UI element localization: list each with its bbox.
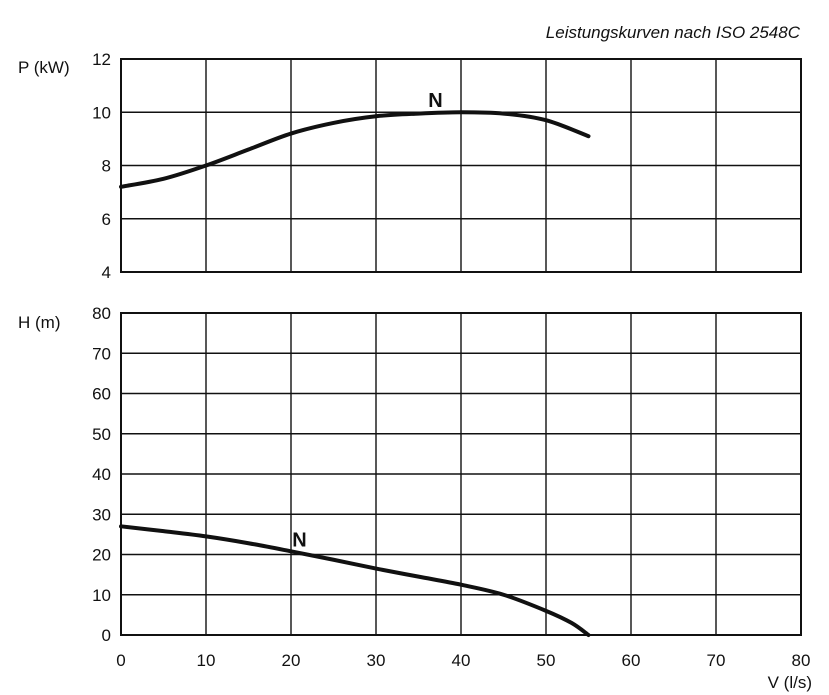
x-tick-label: 0 [116,651,125,670]
y-tick-label: 0 [102,626,111,645]
plot-frame [120,58,802,273]
y-tick-label: 12 [92,50,111,69]
y-tick-label: 60 [92,385,111,404]
y-tick-label: 10 [92,103,111,122]
plot-frame [120,312,802,636]
y-tick-label: 40 [92,465,111,484]
y-tick-label: 8 [102,157,111,176]
y-tick-label: 10 [92,586,111,605]
x-tick-label: 10 [197,651,216,670]
series-line-power [119,110,591,189]
head-panel: 0 10 20 30 40 50 60 70 80 0 10 20 30 40 50 60 70 80 H (m) V… [18,304,812,692]
y-tick-label: 20 [92,546,111,565]
y-tick-label: 80 [92,304,111,323]
x-tick-label: 50 [537,651,556,670]
x-tick-label: 80 [792,651,811,670]
chart-caption: Leistungskurven nach ISO 2548C [546,23,801,42]
x-tick-label: 30 [367,651,386,670]
x-tick-label: 20 [282,651,301,670]
power-panel: 4 6 8 10 12 P (kW) N [18,50,802,282]
x-tick-label: 40 [452,651,471,670]
curve-annotation: N [428,90,442,112]
curve-annotation: N [292,529,306,551]
x-tick-label: 70 [707,651,726,670]
y-axis-label: P (kW) [18,58,70,77]
y-axis-label: H (m) [18,313,60,332]
y-tick-label: 6 [102,210,111,229]
y-tick-label: 30 [92,505,111,524]
series-line-head [119,524,591,637]
x-axis-label: V (l/s) [768,673,812,692]
y-tick-label: 4 [102,263,111,282]
y-tick-label: 50 [92,425,111,444]
y-tick-label: 70 [92,344,111,363]
x-tick-label: 60 [622,651,641,670]
